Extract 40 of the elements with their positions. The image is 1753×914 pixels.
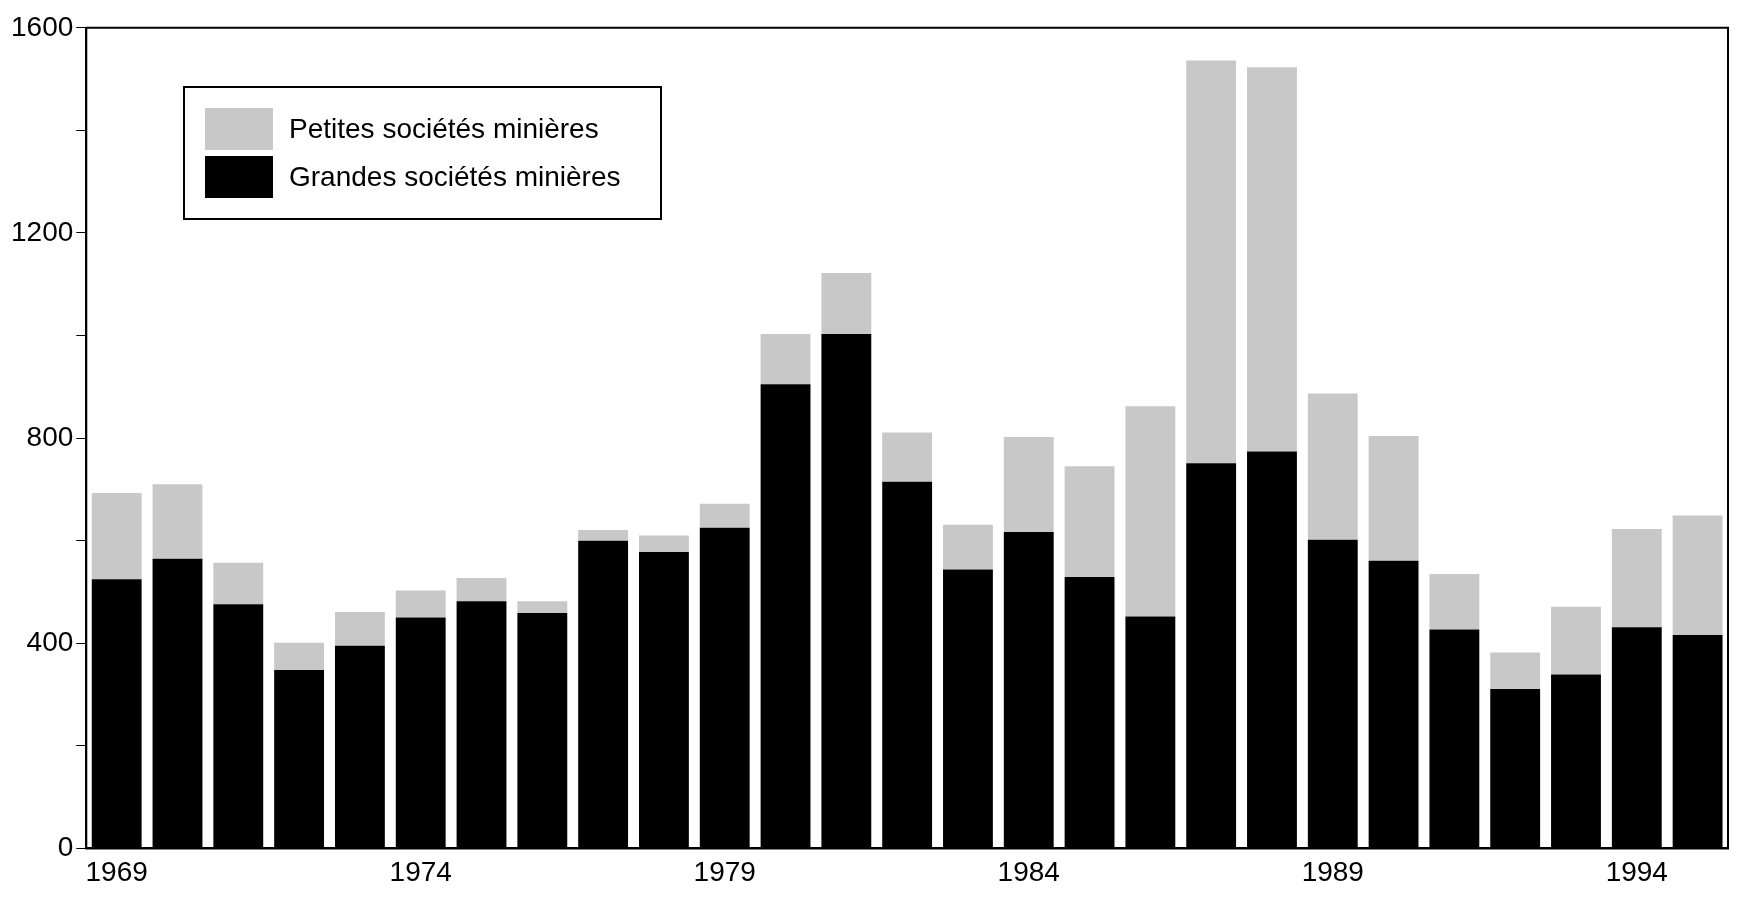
bar	[699, 503, 750, 528]
bar	[821, 272, 872, 334]
bar	[274, 642, 325, 670]
bar	[1551, 606, 1601, 675]
bar	[760, 333, 811, 385]
x-tick-label: 1989	[1301, 855, 1364, 887]
bar	[1247, 67, 1297, 452]
bar	[1064, 466, 1115, 578]
bar	[91, 492, 142, 580]
x-tick-label: 1984	[997, 855, 1060, 887]
bar	[1611, 528, 1662, 628]
bar	[1125, 406, 1176, 617]
x-tick-label: 1994	[1605, 855, 1668, 887]
y-tick-label: 0	[57, 831, 74, 863]
y-tick-label: 800	[26, 420, 74, 452]
bar	[1672, 515, 1723, 636]
y-tick-label: 400	[26, 625, 74, 657]
bar	[152, 484, 203, 559]
legend-label: Grandes sociétés minières	[289, 159, 622, 194]
bar	[1368, 436, 1419, 561]
legend-label: Petites sociétés minières	[289, 111, 600, 146]
bar	[882, 432, 933, 482]
bar	[1429, 574, 1480, 630]
x-tick-label: 1974	[389, 855, 452, 887]
bar	[1490, 652, 1541, 689]
bar	[517, 601, 568, 613]
bar	[1003, 437, 1054, 532]
bar	[943, 524, 993, 570]
bar	[1307, 393, 1358, 540]
bar	[1186, 60, 1237, 464]
y-tick-label: 1200	[10, 215, 74, 247]
bar	[639, 535, 689, 552]
x-tick-label: 1969	[85, 855, 148, 887]
bar	[213, 562, 264, 605]
bar	[334, 611, 385, 646]
x-tick-label: 1979	[693, 855, 756, 887]
y-tick-label: 1600	[10, 10, 74, 42]
bar	[578, 529, 629, 541]
bar	[456, 578, 507, 602]
bar	[395, 590, 446, 618]
